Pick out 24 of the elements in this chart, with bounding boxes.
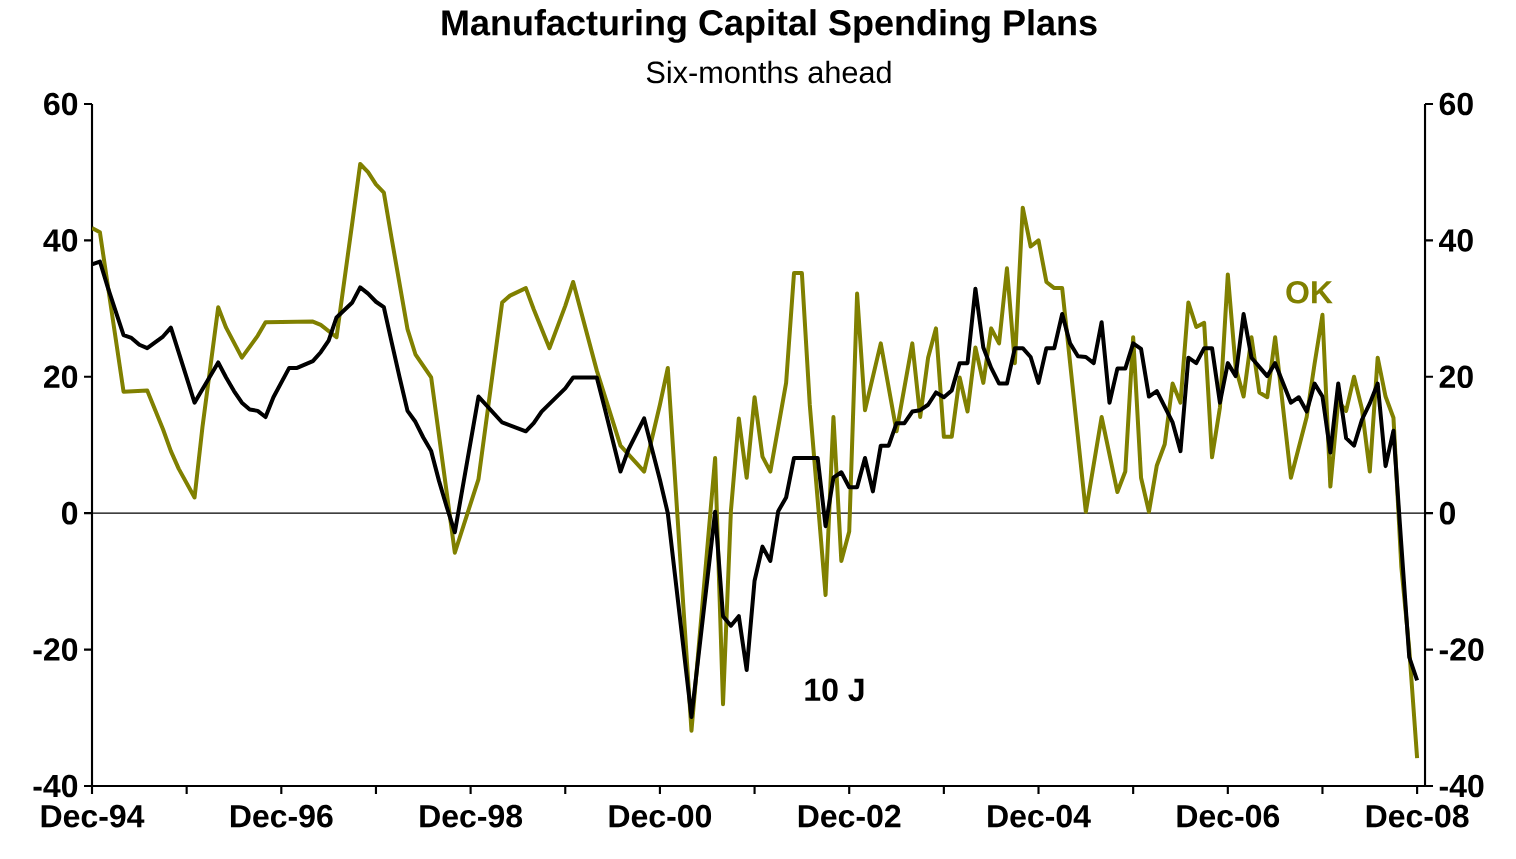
y2-tick-label: -20 [1439,638,1484,661]
chart-subtitle: Six-months ahead [646,60,891,84]
y2-tick-label: 40 [1439,229,1473,252]
x-tick-label: Dec-08 [1366,804,1469,828]
y-tick-label: 40 [43,229,78,252]
chart-title: Manufacturing Capital Spending Plans [442,9,1097,43]
series-label: 10 J [805,678,864,702]
y-tick-label: 0 [61,501,78,525]
y2-tick-label: 0 [1439,501,1456,525]
x-tick-label: Dec-06 [1177,804,1280,828]
x-tick-label: Dec-00 [609,804,712,828]
x-tick-label: Dec-02 [798,804,901,828]
y-tick-label: -40 [33,774,78,798]
y-tick-label: 20 [44,365,78,389]
y2-tick-label: 60 [1439,92,1473,116]
y-tick-label: -20 [33,638,78,661]
series-label: OK [1286,280,1333,304]
y-tick-label: 60 [44,92,78,116]
y2-tick-label: -40 [1439,774,1484,798]
x-tick-label: Dec-98 [420,804,523,828]
x-tick-label: Dec-04 [988,804,1091,828]
x-tick-label: Dec-96 [230,804,333,828]
y2-tick-label: 20 [1439,365,1473,389]
x-tick-label: Dec-94 [41,804,145,828]
